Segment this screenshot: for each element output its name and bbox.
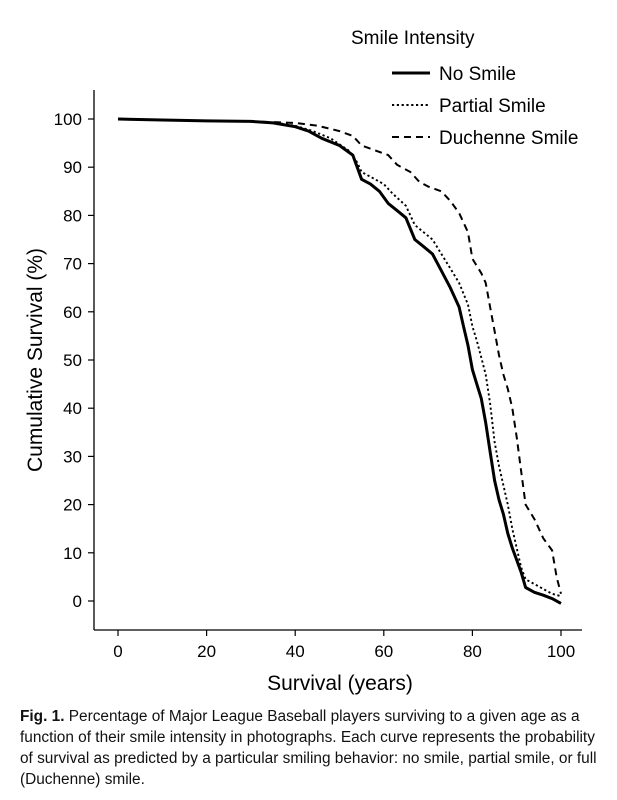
legend-label: Duchenne Smile: [439, 128, 578, 149]
x-tick-label: 100: [547, 642, 575, 661]
axes: 0 10 20 30 40 50 60 70 80 90 100 0 20 40 60 80 100: [54, 90, 582, 661]
caption-text: Percentage of Major League Baseball play…: [20, 708, 597, 788]
figure-caption: Fig. 1. Percentage of Major League Baseb…: [20, 706, 605, 790]
series-line-no-smile: [117, 117, 562, 605]
y-tick-label: 20: [63, 496, 82, 515]
y-tick-label: 50: [63, 351, 82, 370]
y-tick-label: 60: [63, 303, 82, 322]
survival-chart: 0 10 20 30 40 50 60 70 80 90 100 0 20 40 60 80 100 Cumul…: [24, 28, 582, 695]
legend-label: No Smile: [439, 64, 516, 85]
legend: Smile Intensity No Smile Partial Smile Duc…: [351, 28, 578, 149]
y-tick-label: 30: [63, 447, 82, 466]
caption-label: Fig. 1.: [20, 708, 65, 725]
legend-title: Smile Intensity: [351, 28, 475, 49]
y-axis-label: Cumulative Survival (%): [24, 248, 47, 472]
x-axis-label: Survival (years): [267, 672, 413, 695]
x-tick-label: 80: [463, 642, 482, 661]
x-tick-label: 60: [374, 642, 393, 661]
plot-area: [117, 117, 562, 605]
series-line-duchenne-smile: [117, 118, 562, 595]
series-line-partial-smile: [117, 118, 562, 598]
y-tick-label: 70: [63, 255, 82, 274]
y-tick-label: 40: [63, 399, 82, 418]
y-tick-label: 10: [63, 544, 82, 563]
y-tick-label: 90: [63, 158, 82, 177]
x-tick-label: 0: [113, 642, 122, 661]
x-tick-label: 20: [197, 642, 216, 661]
y-tick-label: 0: [73, 592, 82, 611]
x-tick-label: 40: [286, 642, 305, 661]
y-tick-label: 80: [63, 206, 82, 225]
legend-label: Partial Smile: [439, 96, 546, 117]
y-tick-label: 100: [54, 110, 82, 129]
